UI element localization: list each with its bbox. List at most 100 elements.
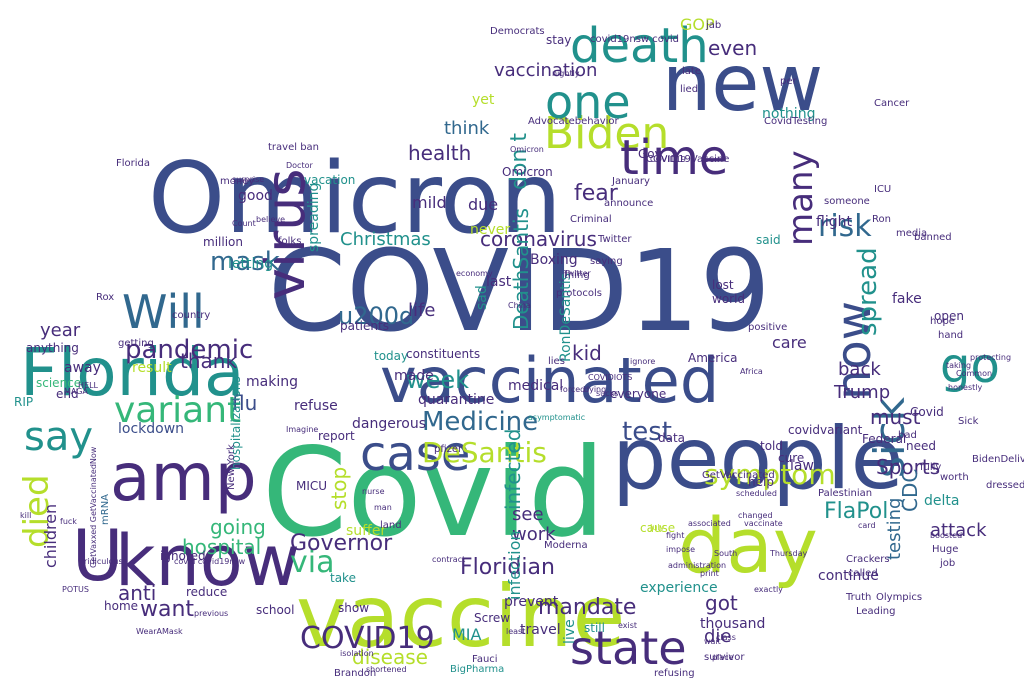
cloud-word: don t [507,133,532,190]
cloud-word: Biden [544,108,669,159]
cloud-word: everyone [610,387,666,401]
cloud-word: cause [640,521,675,535]
cloud-word: ignored [160,549,206,563]
cloud-word: BidenDelivers [972,454,1024,465]
cloud-word: end [56,387,79,401]
cloud-word: coronavirus [480,227,597,251]
cloud-word: lies [548,356,565,367]
cloud-word: Criminal [570,214,612,225]
cloud-word: last [486,274,512,290]
cloud-word: quarantine [418,392,494,408]
cloud-word: law [790,458,814,474]
cloud-word: Cancer [874,98,910,109]
cloud-word: fake [892,291,922,307]
cloud-word: show [338,601,369,615]
cloud-word: jab [705,20,721,31]
cloud-word: Count [232,219,256,228]
cloud-word: lost [712,278,734,292]
cloud-word: protecting [970,353,1011,362]
cloud-word: per [780,76,798,87]
cloud-word: dying [584,385,606,394]
cloud-word: RonDeSantis [558,273,574,362]
cloud-word: travel ban [268,142,319,153]
cloud-word: day [678,501,818,590]
cloud-word: many [781,150,821,246]
cloud-word: die [704,626,732,647]
cloud-word: live [562,619,578,644]
cloud-word: data [658,431,685,445]
cloud-word: symptom [704,458,836,491]
cloud-word: taking [946,361,971,370]
cloud-word: Doctor [286,161,313,170]
cloud-word: flu [232,391,257,415]
cloud-word: Twitter [597,234,632,245]
cloud-word: man [374,503,392,512]
cloud-word: Twitter [563,269,592,278]
cloud-word: Moderna [544,540,588,551]
cloud-word: Rox [96,292,114,303]
cloud-word: America [688,351,738,365]
cloud-word: COVID19 [300,621,435,656]
cloud-word: Palestinian [818,488,872,499]
cloud-word: spread [853,247,883,336]
cloud-word: Will [122,285,205,339]
cloud-word: class [716,633,736,642]
cloud-word: Boxing [530,252,578,268]
cloud-word: nothing [762,106,815,122]
cloud-word: prevent [504,594,559,610]
cloud-word: administration [668,561,726,570]
cloud-word: letting [228,256,273,272]
cloud-word: MAGA [64,387,88,396]
cloud-word: amp [110,439,257,516]
cloud-word: science [36,376,81,390]
cloud-word: Democrats [490,26,545,37]
cloud-word: COVID19Vaccine [646,154,729,165]
cloud-word: economy [456,269,493,278]
cloud-word: Leading [856,606,896,617]
cloud-word: sick [865,396,914,478]
cloud-word: COVID19 [650,155,686,164]
cloud-word: making [246,374,298,390]
cloud-word: even [708,36,757,60]
cloud-word: announce [604,198,653,209]
cloud-word: delta [924,493,959,509]
cloud-word: Federal [862,432,906,446]
cloud-word: thousand [700,616,765,632]
cloud-word: Africa [740,367,763,376]
cloud-word: someone [824,196,870,207]
cloud-word: anything [26,341,79,355]
cloud-word: stay [546,33,571,47]
cloud-word: refuse [294,398,338,414]
cloud-word: time [620,130,728,186]
cloud-word: associated [688,519,731,528]
cloud-word: surprise [232,175,264,184]
cloud-word: dangerous [352,416,426,432]
cloud-word: country [172,310,210,321]
cloud-word: fully [920,462,941,473]
cloud-word: kid [572,341,602,365]
cloud-word: week [406,366,469,394]
cloud-word: know [115,520,300,602]
cloud-word: home [104,599,138,613]
cloud-word: saying [590,256,623,267]
cloud-word: Imagine [286,425,318,434]
cloud-word: report [318,429,355,443]
cloud-word: asymptomatic [528,413,585,422]
cloud-word: BigPharma [450,664,504,675]
cloud-word: folks [278,236,301,247]
cloud-word: made [394,368,434,384]
cloud-word: say [24,414,93,460]
cloud-word: state [570,621,687,675]
cloud-word: life [408,300,435,321]
cloud-word: DeSantis [422,436,547,469]
cloud-word: worth [940,472,969,483]
cloud-word: need [906,439,936,453]
cloud-word: world [712,292,745,306]
cloud-word: ignore [630,357,655,366]
cloud-word: million [203,235,243,249]
cloud-word: constituents [406,347,480,361]
cloud-word: disease [352,645,428,669]
cloud-word: lied [680,84,698,95]
